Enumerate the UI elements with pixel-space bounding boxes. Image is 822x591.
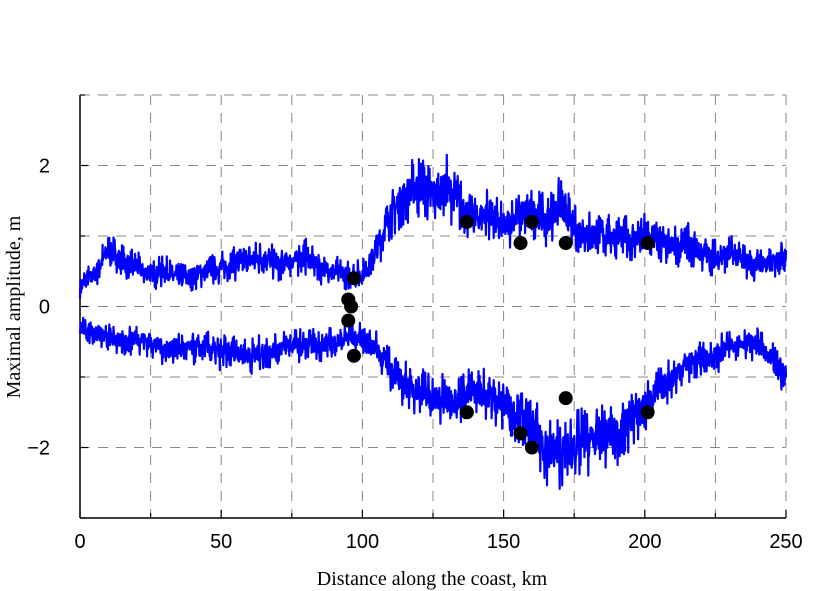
- y-tick-label: 0: [39, 297, 50, 319]
- data-point: [344, 299, 359, 314]
- data-point: [513, 426, 528, 441]
- markers: [341, 214, 655, 455]
- data-point: [640, 405, 655, 420]
- data-point: [558, 391, 573, 406]
- data-point: [459, 405, 474, 420]
- x-tick-label: 250: [769, 531, 802, 553]
- ticks: 0 50 100 150 200 250 −2 0 2: [27, 156, 803, 554]
- x-tick-label: 0: [74, 531, 85, 553]
- data-point: [346, 348, 361, 363]
- axes: [79, 94, 787, 519]
- grid: [79, 94, 787, 519]
- data-point: [524, 214, 539, 229]
- series-line-1: [78, 316, 788, 490]
- y-tick-label: −2: [27, 438, 50, 460]
- y-axis-title: Maximal amplitude, m: [3, 215, 25, 398]
- data-point: [640, 236, 655, 251]
- data-point: [558, 236, 573, 251]
- y-tick-label: 2: [39, 156, 50, 178]
- data-point: [341, 313, 356, 328]
- x-tick-label: 150: [487, 531, 520, 553]
- data-point: [513, 236, 528, 251]
- data-point: [346, 271, 361, 286]
- x-tick-label: 50: [210, 531, 232, 553]
- x-axis-title: Distance along the coast, km: [317, 568, 548, 590]
- data-point: [524, 440, 539, 455]
- series: [78, 153, 788, 490]
- series-line-0: [78, 153, 788, 299]
- data-point: [459, 214, 474, 229]
- x-tick-label: 200: [628, 531, 661, 553]
- x-tick-label: 100: [346, 531, 379, 553]
